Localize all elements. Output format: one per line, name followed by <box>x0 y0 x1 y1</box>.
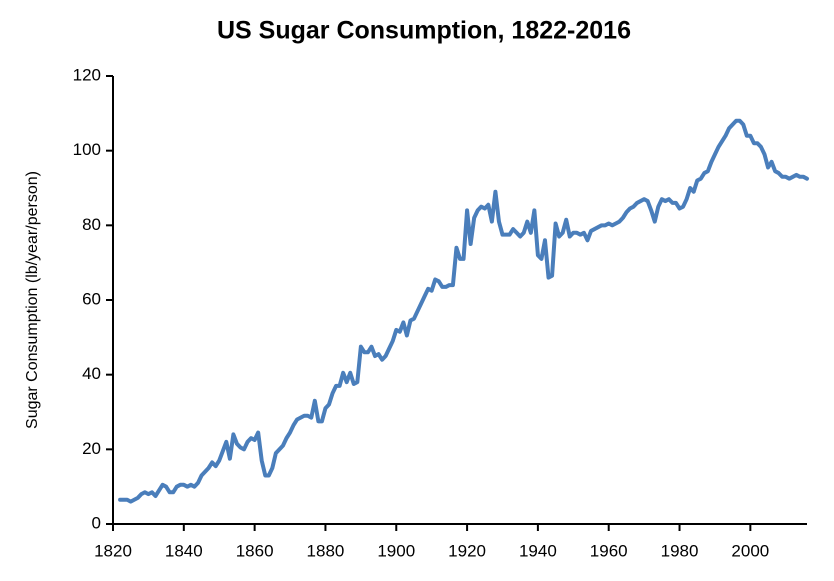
x-tick-label: 1920 <box>448 541 486 560</box>
x-tick-label: 1900 <box>377 541 415 560</box>
x-tick-label: 1820 <box>94 541 132 560</box>
y-tick-label: 120 <box>73 65 101 84</box>
y-tick-label: 60 <box>82 289 101 308</box>
x-tick-label: 1960 <box>590 541 628 560</box>
x-tick-label: 1980 <box>661 541 699 560</box>
y-tick-label: 20 <box>82 439 101 458</box>
x-tick-label: 2000 <box>731 541 769 560</box>
x-tick-label: 1860 <box>236 541 274 560</box>
chart-title: US Sugar Consumption, 1822-2016 <box>217 17 631 45</box>
data-line <box>118 118 809 504</box>
y-tick-label: 0 <box>92 513 101 532</box>
y-tick-label: 40 <box>82 364 101 383</box>
y-axis-label: Sugar Consumption (lb/year/person) <box>24 171 41 429</box>
x-tick-label: 1840 <box>165 541 203 560</box>
y-tick-label: 80 <box>82 215 101 234</box>
y-tick-label: 100 <box>73 140 101 159</box>
x-tick-label: 1880 <box>307 541 345 560</box>
x-tick-label: 1940 <box>519 541 557 560</box>
